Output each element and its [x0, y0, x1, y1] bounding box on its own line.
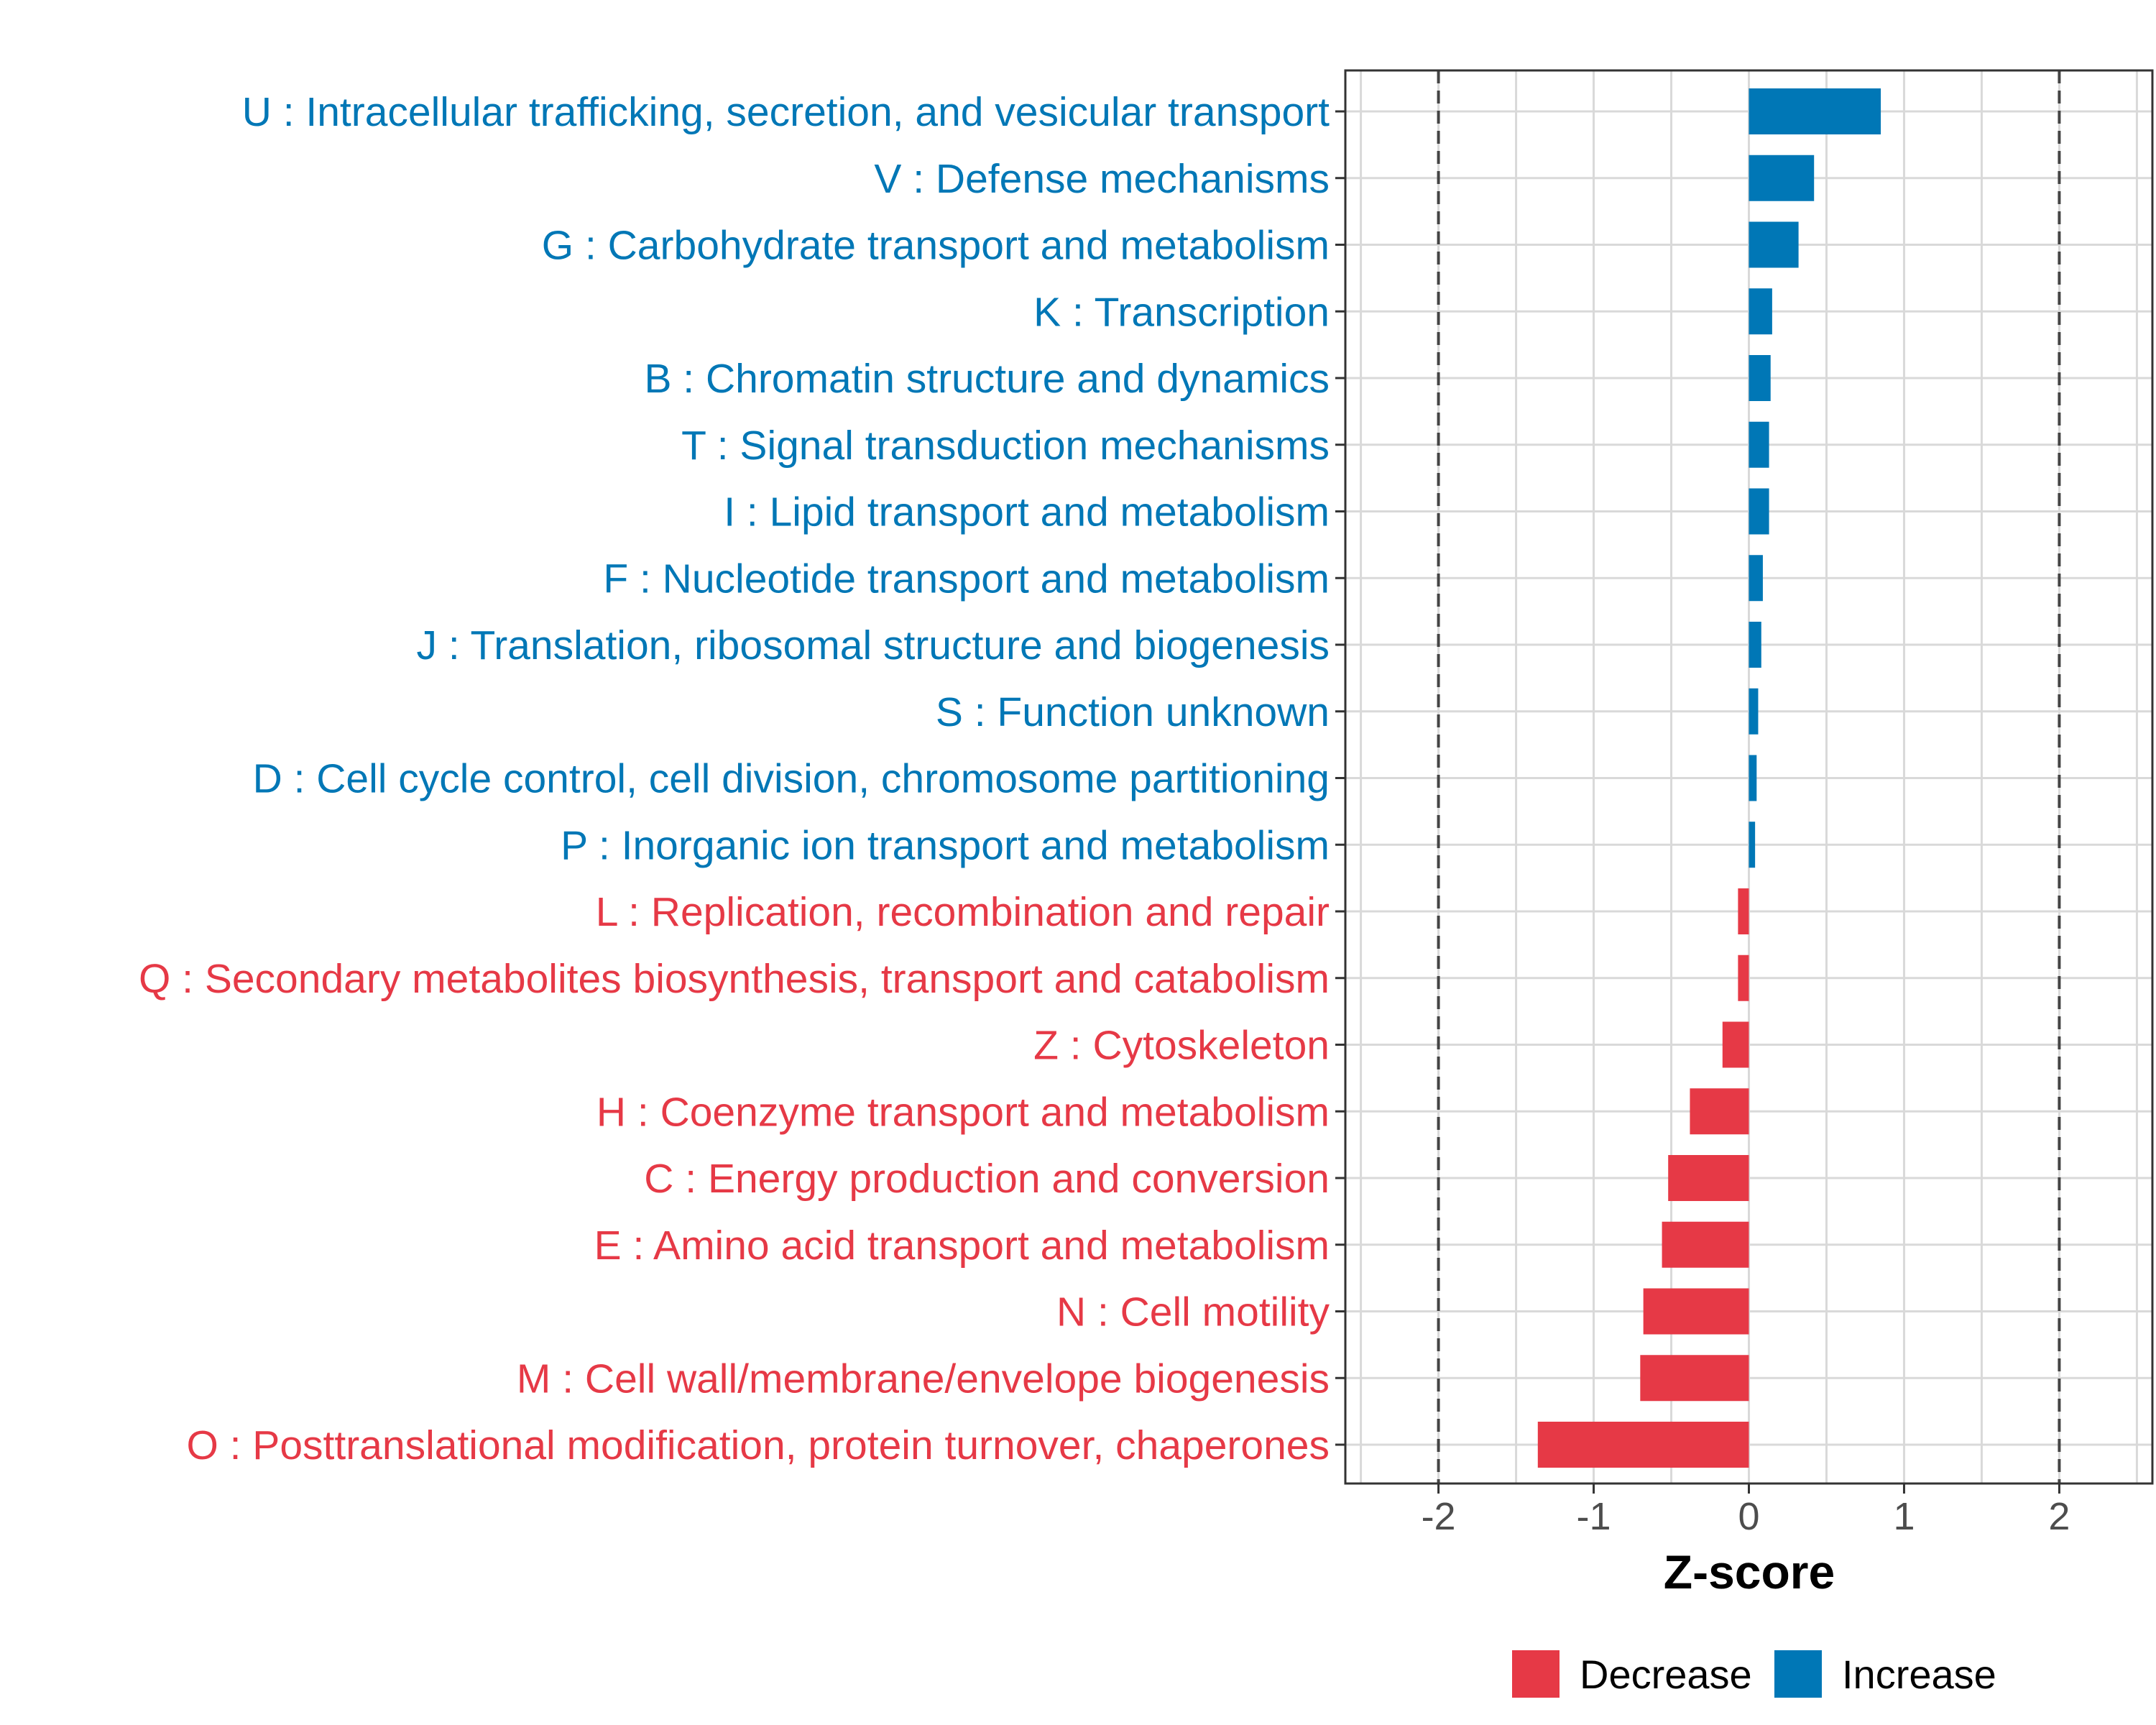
bar	[1662, 1221, 1749, 1268]
x-axis-title: Z-score	[1664, 1545, 1835, 1598]
category-label: L : Replication, recombination and repai…	[596, 889, 1330, 935]
category-label: S : Function unknown	[936, 689, 1330, 735]
legend: Decrease Increase	[1512, 1650, 1996, 1698]
legend-label-decrease: Decrease	[1580, 1652, 1752, 1697]
bar	[1749, 155, 1815, 201]
reference-lines	[1437, 70, 2061, 1484]
category-label: M : Cell wall/membrane/envelope biogenes…	[517, 1356, 1330, 1402]
x-tick-label: -2	[1422, 1495, 1456, 1538]
x-tick-label: -1	[1577, 1495, 1611, 1538]
category-label: J : Translation, ribosomal structure and…	[417, 622, 1330, 668]
bar	[1749, 355, 1771, 401]
y-ticks	[1335, 110, 1345, 1446]
category-labels: U : Intracellular trafficking, secretion…	[139, 89, 1330, 1468]
bar	[1738, 954, 1749, 1001]
bar	[1722, 1021, 1749, 1068]
category-label: F : Nucleotide transport and metabolism	[603, 556, 1330, 602]
bar	[1749, 688, 1759, 735]
category-label: T : Signal transduction mechanisms	[681, 423, 1330, 469]
legend-label-increase: Increase	[1842, 1652, 1996, 1697]
bar	[1749, 622, 1761, 668]
category-label: G : Carbohydrate transport and metabolis…	[542, 223, 1330, 269]
x-tick-label: 2	[2048, 1495, 2070, 1538]
x-tick-label: 0	[1738, 1495, 1759, 1538]
category-label: O : Posttranslational modification, prot…	[186, 1422, 1330, 1468]
bar	[1537, 1422, 1749, 1468]
category-label: Z : Cytoskeleton	[1033, 1023, 1330, 1069]
bar	[1749, 421, 1769, 468]
bar	[1749, 822, 1756, 868]
bar	[1690, 1088, 1749, 1135]
category-label: I : Lipid transport and metabolism	[724, 489, 1330, 535]
bar	[1749, 488, 1769, 535]
category-label: Q : Secondary metabolites biosynthesis, …	[139, 956, 1330, 1002]
bar	[1749, 288, 1772, 335]
category-label: H : Coenzyme transport and metabolism	[596, 1089, 1330, 1135]
category-label: B : Chromatin structure and dynamics	[644, 356, 1330, 402]
bar	[1749, 88, 1881, 134]
category-label: N : Cell motility	[1056, 1289, 1330, 1335]
category-label: K : Transcription	[1033, 289, 1330, 335]
bar	[1749, 221, 1799, 268]
category-label: U : Intracellular trafficking, secretion…	[242, 89, 1330, 135]
bar	[1749, 755, 1757, 801]
x-ticks: -2 -1 0 1 2	[1422, 1484, 2070, 1538]
legend-swatch-decrease	[1512, 1650, 1560, 1698]
x-tick-label: 1	[1893, 1495, 1915, 1538]
legend-swatch-increase	[1774, 1650, 1822, 1698]
category-label: E : Amino acid transport and metabolism	[594, 1223, 1330, 1269]
bar	[1749, 555, 1763, 602]
bar	[1668, 1155, 1749, 1201]
bar	[1640, 1355, 1749, 1402]
bars	[1537, 88, 1881, 1468]
category-label: D : Cell cycle control, cell division, c…	[253, 756, 1330, 802]
bar	[1643, 1288, 1749, 1335]
category-label: V : Defense mechanisms	[874, 156, 1330, 202]
bar	[1738, 888, 1749, 934]
category-label: P : Inorganic ion transport and metaboli…	[561, 822, 1330, 868]
category-label: C : Energy production and conversion	[644, 1156, 1330, 1202]
